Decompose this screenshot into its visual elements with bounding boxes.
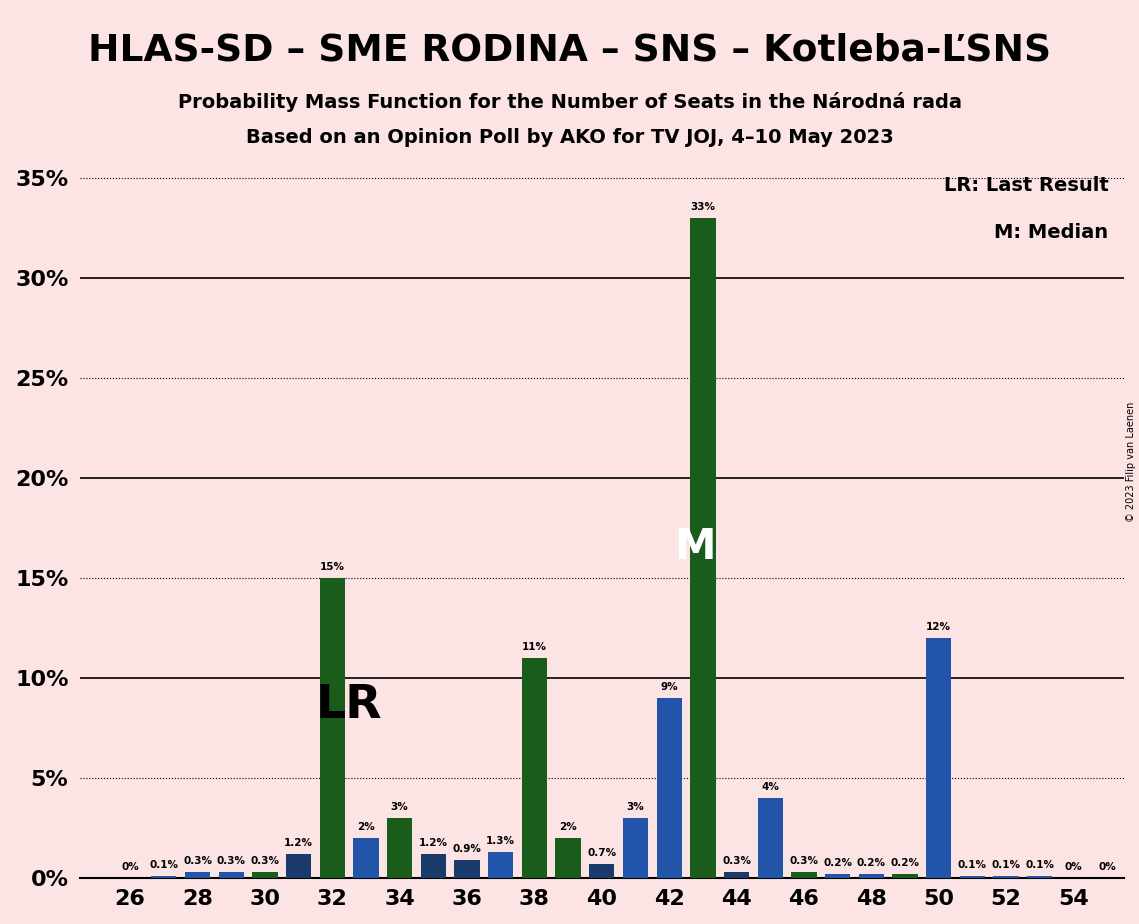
Text: 0.1%: 0.1% bbox=[1025, 860, 1055, 869]
Bar bbox=[589, 864, 614, 878]
Text: 1.2%: 1.2% bbox=[284, 838, 313, 848]
Text: 0.7%: 0.7% bbox=[588, 848, 616, 857]
Bar bbox=[859, 874, 884, 878]
Text: 0.2%: 0.2% bbox=[857, 857, 886, 868]
Text: M: M bbox=[673, 526, 715, 568]
Bar bbox=[892, 874, 918, 878]
Bar bbox=[690, 218, 715, 878]
Text: 0.1%: 0.1% bbox=[992, 860, 1021, 869]
Text: 9%: 9% bbox=[661, 682, 678, 692]
Bar bbox=[993, 876, 1018, 878]
Bar bbox=[353, 838, 378, 878]
Text: 3%: 3% bbox=[391, 802, 409, 812]
Text: 0%: 0% bbox=[1098, 862, 1116, 872]
Bar bbox=[522, 658, 547, 878]
Text: 0%: 0% bbox=[121, 862, 139, 872]
Text: 33%: 33% bbox=[690, 202, 715, 213]
Text: 0.9%: 0.9% bbox=[452, 844, 482, 854]
Bar bbox=[286, 854, 311, 878]
Bar bbox=[825, 874, 851, 878]
Bar bbox=[219, 872, 244, 878]
Bar bbox=[489, 852, 514, 878]
Text: 0.3%: 0.3% bbox=[789, 856, 819, 866]
Text: 0.2%: 0.2% bbox=[823, 857, 852, 868]
Text: 2%: 2% bbox=[358, 822, 375, 832]
Text: M: Median: M: Median bbox=[994, 223, 1108, 242]
Text: 0.3%: 0.3% bbox=[216, 856, 246, 866]
Bar bbox=[656, 698, 682, 878]
Text: HLAS-SD – SME RODINA – SNS – Kotleba-ĽSNS: HLAS-SD – SME RODINA – SNS – Kotleba-ĽSN… bbox=[88, 32, 1051, 68]
Text: 0.1%: 0.1% bbox=[958, 860, 986, 869]
Bar bbox=[556, 838, 581, 878]
Bar bbox=[757, 798, 782, 878]
Bar bbox=[454, 860, 480, 878]
Bar bbox=[420, 854, 446, 878]
Text: LR: LR bbox=[316, 683, 383, 728]
Text: 1.2%: 1.2% bbox=[419, 838, 448, 848]
Text: 0.1%: 0.1% bbox=[149, 860, 179, 869]
Text: 0.3%: 0.3% bbox=[183, 856, 212, 866]
Bar bbox=[252, 872, 278, 878]
Text: Based on an Opinion Poll by AKO for TV JOJ, 4–10 May 2023: Based on an Opinion Poll by AKO for TV J… bbox=[246, 128, 893, 147]
Bar bbox=[792, 872, 817, 878]
Text: 11%: 11% bbox=[522, 642, 547, 652]
Text: Probability Mass Function for the Number of Seats in the Národná rada: Probability Mass Function for the Number… bbox=[178, 92, 961, 113]
Text: 0%: 0% bbox=[1065, 862, 1082, 872]
Bar bbox=[1027, 876, 1052, 878]
Text: LR: Last Result: LR: Last Result bbox=[943, 176, 1108, 195]
Bar bbox=[320, 578, 345, 878]
Bar bbox=[926, 638, 951, 878]
Bar bbox=[387, 818, 412, 878]
Bar bbox=[623, 818, 648, 878]
Text: 0.3%: 0.3% bbox=[722, 856, 751, 866]
Text: 0.3%: 0.3% bbox=[251, 856, 279, 866]
Text: 4%: 4% bbox=[761, 782, 779, 792]
Bar bbox=[151, 876, 177, 878]
Text: 2%: 2% bbox=[559, 822, 577, 832]
Text: 3%: 3% bbox=[626, 802, 645, 812]
Bar bbox=[960, 876, 985, 878]
Bar bbox=[724, 872, 749, 878]
Text: 15%: 15% bbox=[320, 562, 345, 572]
Text: © 2023 Filip van Laenen: © 2023 Filip van Laenen bbox=[1125, 402, 1136, 522]
Text: 0.2%: 0.2% bbox=[891, 857, 919, 868]
Text: 1.3%: 1.3% bbox=[486, 836, 515, 845]
Text: 12%: 12% bbox=[926, 622, 951, 632]
Bar bbox=[185, 872, 211, 878]
